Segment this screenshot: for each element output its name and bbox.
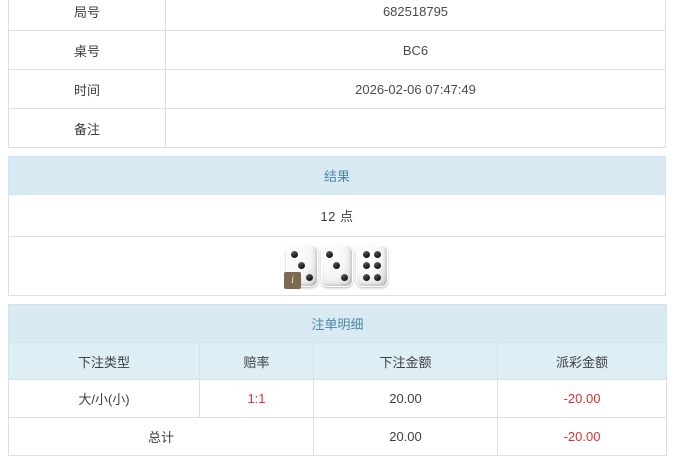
table-row: 桌号 BC6 [8, 30, 666, 70]
bet-column-headers: 下注类型 赔率 下注金额 派彩金额 [8, 342, 668, 380]
bet-odds: 1:1 [199, 379, 314, 418]
table-row: 备注 [8, 108, 666, 148]
pip [363, 262, 370, 270]
info-label-time: 时间 [8, 69, 166, 109]
pip [298, 262, 306, 270]
pip [333, 262, 341, 270]
result-section-header: 结果 [8, 156, 666, 195]
bet-section-header: 注单明细 [7, 304, 668, 343]
info-label-round-no: 局号 [8, 0, 166, 31]
info-label-remark: 备注 [8, 108, 166, 148]
table-row: 时间 2026-02-06 07:47:49 [8, 69, 666, 109]
pip [326, 251, 334, 259]
info-value-table-no: BC6 [165, 30, 666, 70]
result-title: 结果 [8, 156, 666, 195]
pip [305, 273, 313, 281]
die-1[interactable]: i [284, 245, 318, 289]
bet-amount: 20.00 [313, 379, 498, 418]
column-header-odds: 赔率 [199, 342, 314, 380]
dice-row: i [9, 237, 665, 295]
pip [291, 251, 299, 259]
pip [363, 273, 370, 281]
column-header-payout: 派彩金额 [496, 342, 668, 380]
result-points: 12 点 [8, 194, 666, 237]
table-row: 12 点 [8, 194, 666, 237]
pip [374, 262, 381, 270]
column-header-type: 下注类型 [8, 342, 200, 380]
bet-type: 大/小(小) [8, 379, 200, 418]
pip [340, 273, 348, 281]
bet-title: 注单明细 [7, 304, 668, 343]
bet-payout: -20.00 [496, 379, 668, 418]
die-3[interactable] [356, 245, 388, 287]
info-value-time: 2026-02-06 07:47:49 [165, 69, 666, 109]
round-info-table: 局号 682518795 桌号 BC6 时间 2026-02-06 07:47:… [8, 0, 666, 148]
pip [363, 251, 370, 259]
pip [374, 251, 381, 259]
dice-cell: i [8, 236, 666, 296]
total-amount: 20.00 [313, 417, 498, 456]
info-value-round-no: 682518795 [165, 0, 666, 31]
table-row: 局号 682518795 [8, 0, 666, 31]
pip [374, 273, 381, 281]
result-table: 结果 12 点 i [8, 156, 666, 296]
die-2[interactable] [321, 245, 353, 287]
table-row-total: 总计 20.00 -20.00 [8, 417, 668, 456]
table-row: 大/小(小) 1:1 20.00 -20.00 [8, 379, 668, 418]
bet-detail-table: 注单明细 下注类型 赔率 下注金额 派彩金额 大/小(小) 1:1 20.00 … [7, 304, 668, 456]
total-payout: -20.00 [496, 417, 668, 456]
info-label-table-no: 桌号 [8, 30, 166, 70]
column-header-amount: 下注金额 [313, 342, 498, 380]
info-value-remark [165, 108, 666, 148]
table-row: i [8, 236, 666, 296]
info-badge-icon[interactable]: i [284, 272, 301, 289]
total-label: 总计 [8, 417, 314, 456]
